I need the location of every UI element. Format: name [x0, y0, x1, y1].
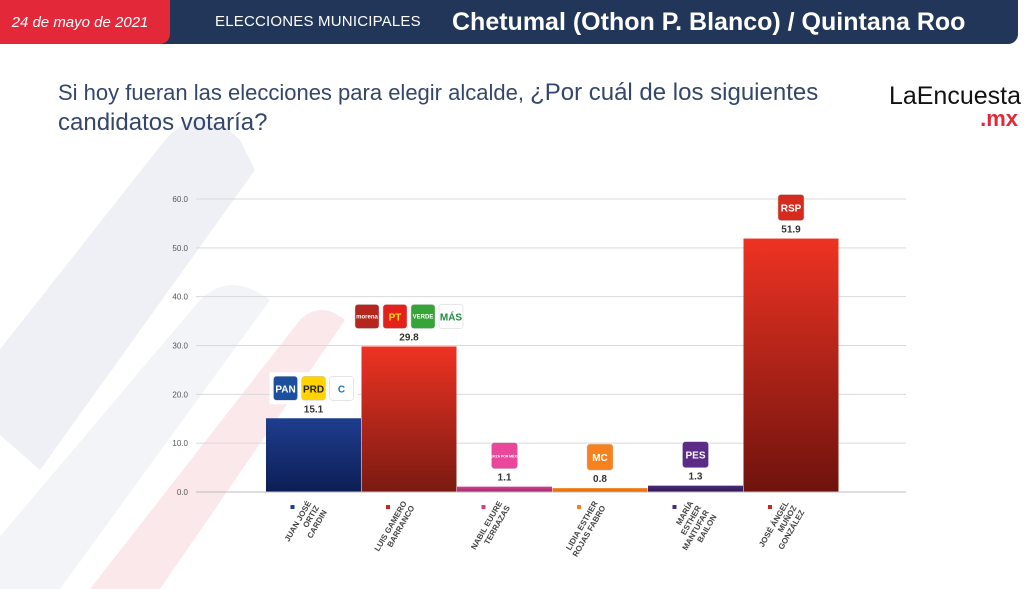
- category-marker: [290, 505, 295, 509]
- x-tick-label: JOSÉ ÁNGELMUÑOZGONZÁLEZ: [757, 499, 806, 557]
- rsp-logo: RSP: [777, 194, 805, 221]
- fuerza-por-mexico-logo: FUERZA POR MÉXICO: [486, 442, 523, 469]
- svg-text:PES: PES: [685, 451, 705, 462]
- x-tick-label: NABIL EUURETERRAZAS: [469, 499, 512, 556]
- verde-logo: VERDE: [410, 304, 436, 329]
- svg-text:FUERZA POR MÉXICO: FUERZA POR MÉXICO: [486, 454, 523, 459]
- svg-text:RSP: RSP: [781, 204, 802, 215]
- y-tick-label: 60.0: [172, 195, 188, 204]
- svg-text:PT: PT: [389, 312, 402, 323]
- svg-text:PRD: PRD: [303, 384, 324, 395]
- location-title: Chetumal (Othon P. Blanco) / Quintana Ro…: [452, 8, 966, 36]
- bar: [266, 418, 361, 492]
- category-marker: [481, 505, 486, 509]
- pes-logo: PES: [682, 441, 709, 468]
- category-marker: [672, 505, 677, 509]
- y-tick-label: 50.0: [172, 244, 188, 253]
- bar: [552, 488, 648, 492]
- confianza-logo: C: [329, 376, 354, 401]
- y-tick-label: 10.0: [172, 439, 188, 448]
- data-label: 51.9: [781, 225, 801, 236]
- x-tick-label: LUIS GAMEROBARRANCO: [373, 500, 417, 558]
- question-emphasis: ¿Por cuál de los siguientes candidatos v…: [58, 79, 819, 136]
- bar: [361, 346, 457, 492]
- question-lead: Si hoy fueran las elecciones para elegir…: [58, 80, 531, 105]
- category-marker: [768, 505, 772, 509]
- svg-text:MÁS: MÁS: [440, 310, 463, 323]
- y-tick-label: 20.0: [172, 390, 188, 399]
- brand-logo: LaEncuesta .mx: [873, 82, 1021, 131]
- bar: [743, 238, 839, 492]
- svg-text:C: C: [338, 384, 345, 395]
- pt-logo: PT: [382, 304, 408, 329]
- svg-text:MC: MC: [592, 453, 608, 464]
- data-label: 1.1: [498, 473, 512, 484]
- svg-text:PAN: PAN: [275, 384, 295, 395]
- bar: [457, 486, 552, 492]
- movimiento-ciudadano-logo: MC: [586, 443, 614, 471]
- section-label: ELECCIONES MUNICIPALES: [215, 13, 421, 30]
- survey-question: Si hoy fueran las elecciones para elegir…: [58, 78, 858, 138]
- y-tick-label: 30.0: [172, 342, 188, 351]
- data-label: 15.1: [304, 404, 324, 415]
- bar: [648, 485, 743, 492]
- brand-name: LaEncuesta: [888, 82, 1021, 110]
- data-label: 1.3: [689, 472, 703, 483]
- prd-logo: PRD: [301, 376, 326, 401]
- data-label: 29.8: [399, 332, 419, 343]
- x-tick-label: LIDIA ESTHERROJAS FABRO: [563, 499, 608, 558]
- x-tick-label: JUAN JOSÉORTIZCARDIN: [283, 499, 329, 552]
- category-marker: [577, 505, 581, 509]
- header-bar: 24 de mayo de 2021 ELECCIONES MUNICIPALE…: [0, 0, 1018, 44]
- y-tick-label: 0.0: [177, 488, 189, 497]
- pan-logo: PAN: [273, 376, 298, 401]
- morena-logo: morena: [354, 304, 380, 329]
- date-badge: 24 de mayo de 2021: [0, 0, 170, 44]
- svg-text:VERDE: VERDE: [413, 314, 434, 320]
- category-marker: [386, 505, 390, 509]
- brand-tld: .mx: [980, 106, 1018, 131]
- svg-text:morena: morena: [356, 314, 378, 320]
- y-tick-label: 40.0: [172, 293, 188, 302]
- mas-logo: MÁS: [438, 304, 464, 329]
- data-label: 0.8: [593, 474, 607, 485]
